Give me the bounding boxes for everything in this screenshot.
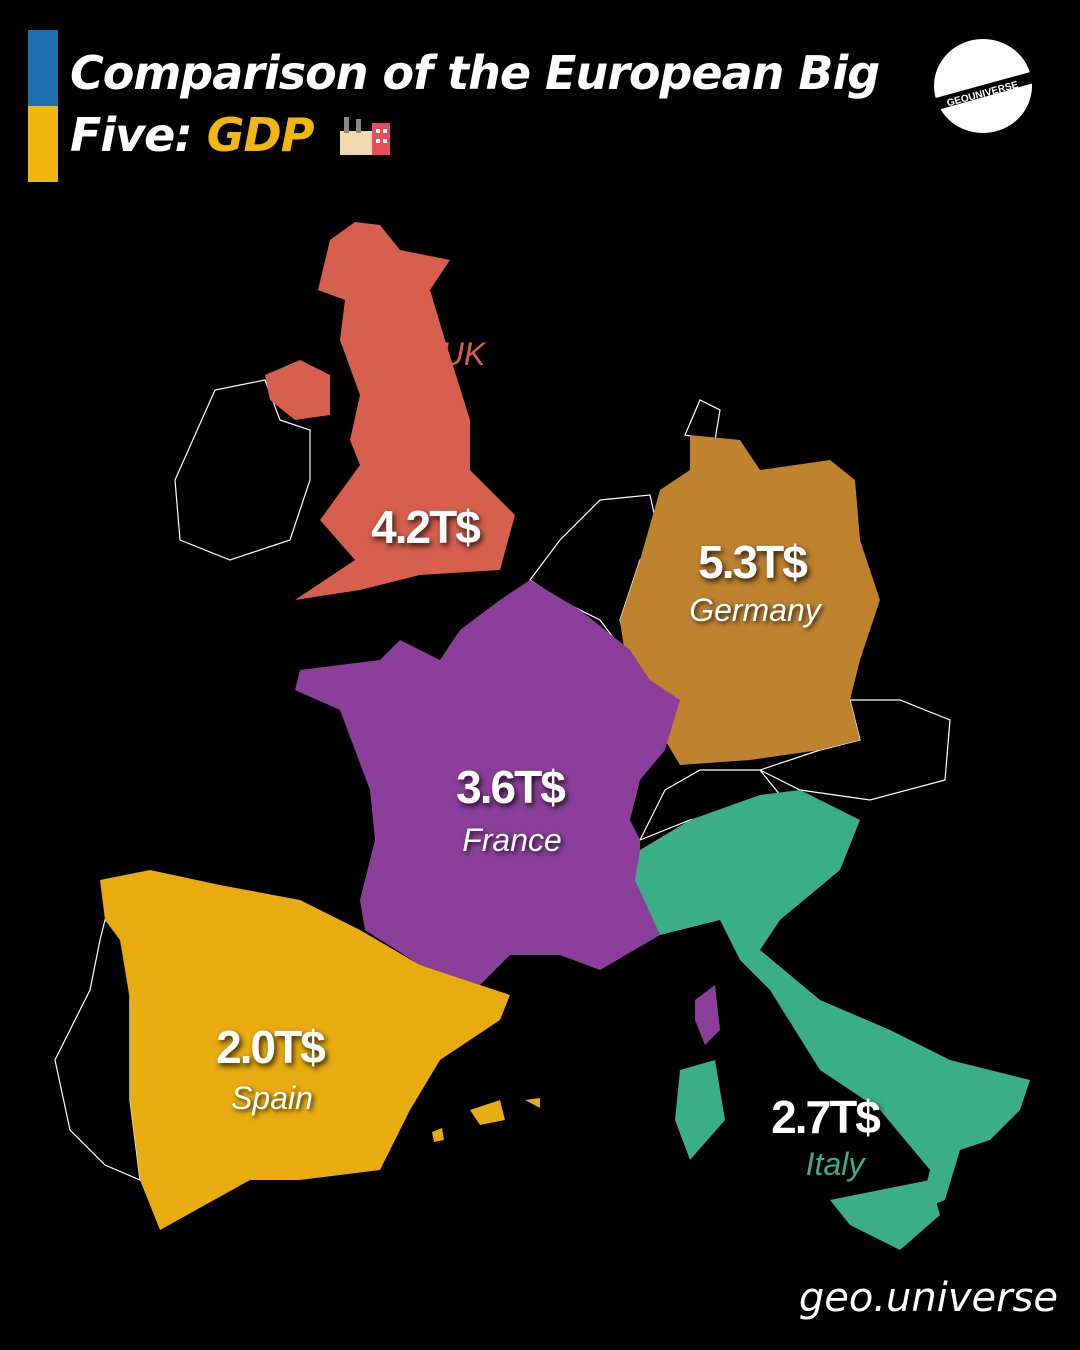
label-italy-name: Italy <box>805 1146 865 1182</box>
country-germany <box>620 435 880 765</box>
country-italy <box>635 790 1030 1250</box>
label-germany-gdp: 5.3T$ <box>698 536 808 588</box>
country-uk <box>265 222 515 600</box>
label-uk-gdp: 4.2T$ <box>371 501 481 553</box>
label-italy-gdp: 2.7T$ <box>771 1091 881 1143</box>
label-spain-name: Spain <box>231 1080 313 1116</box>
country-france <box>295 580 720 1045</box>
flag-bar-yellow <box>28 106 58 182</box>
flag-bar-blue <box>28 30 58 106</box>
country-spain <box>100 870 540 1230</box>
title-prefix: Five: <box>70 108 207 162</box>
label-france-gdp: 3.6T$ <box>456 761 566 813</box>
title-accent: GDP <box>206 108 315 162</box>
page-title: Comparison of the European Big Five: GDP <box>70 42 880 166</box>
label-germany-name: Germany <box>689 592 821 628</box>
label-spain-gdp: 2.0T$ <box>216 1021 326 1073</box>
title-line-1: Comparison of the European Big <box>70 46 880 100</box>
ireland-outline <box>174 379 311 561</box>
factory-icon <box>340 117 391 155</box>
denmark-outline <box>684 399 721 441</box>
geouniverse-logo: GEOUNIVERSE <box>932 39 1034 133</box>
title-line-2: Five: GDP <box>70 104 879 166</box>
label-france-name: France <box>462 822 562 858</box>
label-uk-name: UK <box>440 336 486 372</box>
footer-handle: geo.universe <box>798 1275 1058 1321</box>
